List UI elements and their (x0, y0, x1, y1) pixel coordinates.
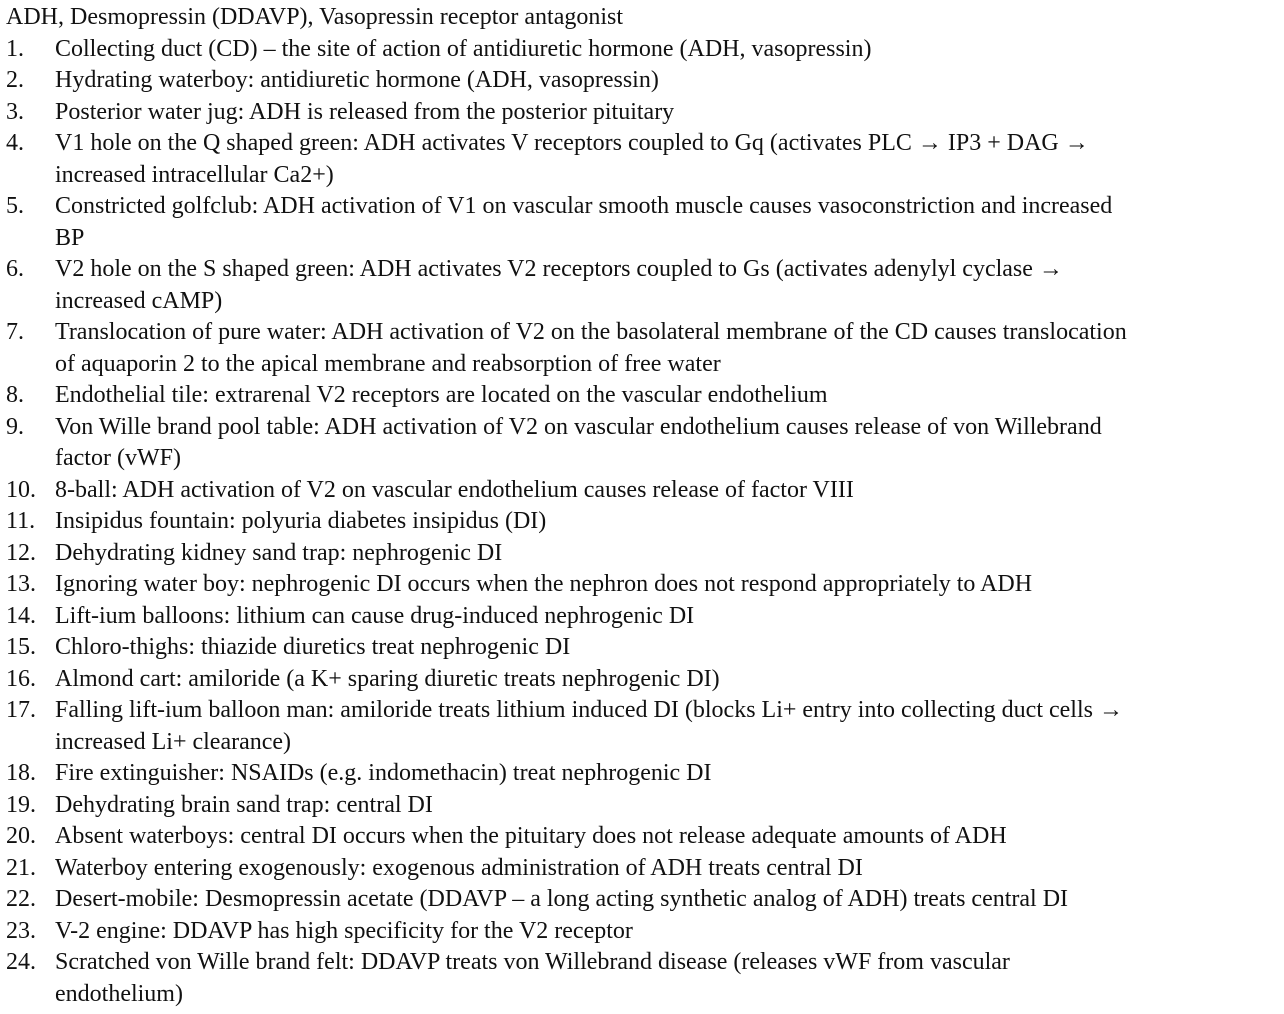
item-text: Scratched von Wille brand felt: DDAVP tr… (55, 949, 1010, 1007)
item-text: Dehydrating brain sand trap: central DI (55, 791, 433, 818)
item-number: 23. (6, 917, 36, 944)
item-text: Von Wille brand pool table: ADH activati… (55, 413, 1102, 472)
item-text: Endothelial tile: extrarenal V2 receptor… (55, 382, 828, 408)
item-text: Lift-ium balloons: lithium can cause dru… (55, 602, 695, 629)
item-text: Translocation of pure water: ADH activat… (55, 319, 1127, 377)
list-item: 24. Scratched von Wille brand felt: DDAVP… (6, 947, 1282, 1010)
item-text: Hydrating waterboy: antidiuretic hormone… (55, 67, 659, 93)
item-number: 17. (6, 697, 36, 723)
list-item: 4. V1 hole on the Q shaped green: ADH act… (6, 128, 1282, 191)
list-item: 18. Fire extinguisher: NSAIDs (e.g. indom… (6, 758, 1282, 790)
list-item: 21. Waterboy entering exogenously: exogen… (6, 853, 1282, 885)
item-text: Insipidus fountain: polyuria diabetes in… (55, 508, 547, 534)
item-text: Dehydrating kidney sand trap: nephrogeni… (55, 539, 503, 566)
list-item: 3. Posterior water jug: ADH is released f… (6, 97, 1282, 129)
item-number: 20. (6, 823, 36, 849)
item-number: 4. (6, 130, 24, 156)
item-text: Posterior water jug: ADH is released fro… (55, 98, 675, 125)
item-number: 14. (6, 602, 36, 629)
list-item: 15. Chloro-thighs: thiazide diuretics tre… (6, 632, 1282, 664)
list-item: 16. Almond cart: amiloride (a K+ sparing … (6, 664, 1282, 696)
item-text: Absent waterboys: central DI occurs when… (55, 823, 1007, 849)
item-text: Desert-mobile: Desmopressin acetate (DDA… (55, 886, 1069, 912)
list-item: 9. Von Wille brand pool table: ADH activa… (6, 412, 1282, 475)
list-item: 14. Lift-ium balloons: lithium can cause … (6, 601, 1282, 633)
list-item: 1. Collecting duct (CD) – the site of act… (6, 34, 1282, 66)
item-text: Falling lift-ium balloon man: amiloride … (55, 697, 1123, 755)
item-number: 12. (6, 539, 36, 566)
item-text: Chloro-thighs: thiazide diuretics treat … (55, 634, 571, 660)
list-item: 10. 8-ball: ADH activation of V2 on vascu… (6, 475, 1282, 507)
list-item: 20. Absent waterboys: central DI occurs w… (6, 821, 1282, 853)
item-number: 5. (6, 193, 24, 219)
item-number: 1. (6, 35, 24, 62)
item-text: V-2 engine: DDAVP has high specificity f… (55, 917, 633, 944)
item-text: V2 hole on the S shaped green: ADH activ… (55, 256, 1063, 314)
item-number: 21. (6, 854, 36, 881)
item-number: 16. (6, 665, 36, 692)
item-text: Waterboy entering exogenously: exogenous… (55, 854, 863, 881)
item-number: 15. (6, 634, 36, 660)
list-item: 12. Dehydrating kidney sand trap: nephrog… (6, 538, 1282, 570)
list-item: 13. Ignoring water boy: nephrogenic DI oc… (6, 569, 1282, 601)
item-text: Almond cart: amiloride (a K+ sparing diu… (55, 665, 720, 692)
item-number: 3. (6, 98, 24, 125)
item-number: 24. (6, 949, 36, 975)
list-item: 11. Insipidus fountain: polyuria diabetes… (6, 506, 1282, 538)
item-text: Collecting duct (CD) – the site of actio… (55, 35, 872, 62)
item-number: 13. (6, 571, 36, 597)
item-number: 6. (6, 256, 24, 282)
item-number: 18. (6, 760, 36, 786)
item-text: Ignoring water boy: nephrogenic DI occur… (55, 571, 1033, 597)
list-item: 8. Endothelial tile: extrarenal V2 recept… (6, 380, 1282, 412)
document-page: ADH, Desmopressin (DDAVP), Vasopressin r… (6, 2, 1282, 1010)
list-item: 2. Hydrating waterboy: antidiuretic hormo… (6, 65, 1282, 97)
item-number: 19. (6, 791, 36, 818)
list-item: 22. Desert-mobile: Desmopressin acetate (… (6, 884, 1282, 916)
list-item: 19. Dehydrating brain sand trap: central … (6, 790, 1282, 822)
item-text: Fire extinguisher: NSAIDs (e.g. indometh… (55, 760, 712, 786)
list-item: 6. V2 hole on the S shaped green: ADH act… (6, 254, 1282, 317)
item-text: Constricted golfclub: ADH activation of … (55, 193, 1113, 251)
list-item: 23. V-2 engine: DDAVP has high specificit… (6, 916, 1282, 948)
item-number: 10. (6, 476, 36, 503)
item-number: 11. (6, 508, 36, 534)
list-item: 5. Constricted golfclub: ADH activation o… (6, 191, 1282, 254)
item-number: 8. (6, 382, 24, 408)
item-number: 9. (6, 413, 24, 440)
list-item: 17. Falling lift-ium balloon man: amilori… (6, 695, 1282, 758)
document-title: ADH, Desmopressin (DDAVP), Vasopressin r… (6, 4, 624, 30)
item-text: 8-ball: ADH activation of V2 on vascular… (55, 476, 854, 503)
item-text: V1 hole on the Q shaped green: ADH activ… (55, 130, 1089, 188)
item-number: 22. (6, 886, 36, 912)
item-number: 7. (6, 319, 24, 345)
item-number: 2. (6, 67, 24, 93)
list-item: 7. Translocation of pure water: ADH activ… (6, 317, 1282, 380)
mnemonic-list: 1. Collecting duct (CD) – the site of act… (6, 34, 1282, 1011)
